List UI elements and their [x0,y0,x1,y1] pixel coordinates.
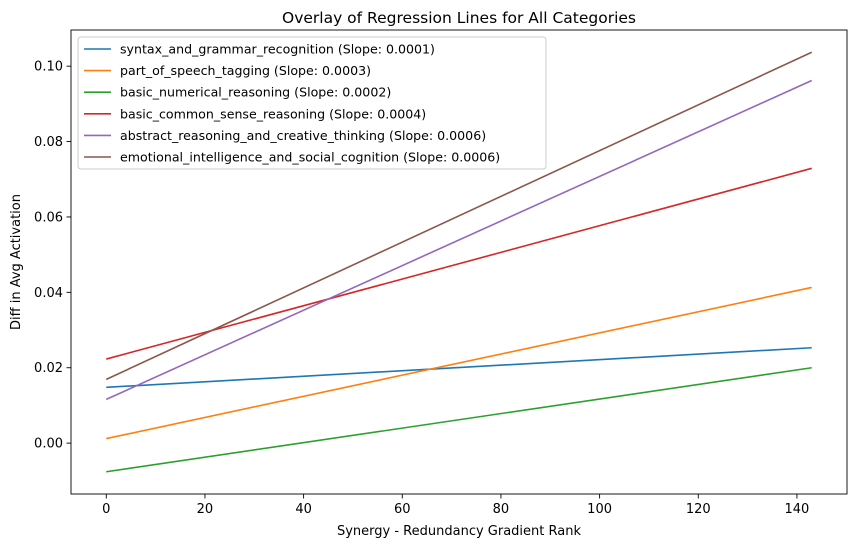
legend-label-6: emotional_intelligence_and_social_cognit… [120,150,500,165]
y-tick-label: 0.00 [34,437,63,452]
chart-title: Overlay of Regression Lines for All Cate… [282,9,636,27]
x-tick-label: 140 [785,502,810,517]
x-tick-label: 100 [587,502,612,517]
y-axis-ticks: 0.00 0.02 0.04 0.06 0.08 0.10 [34,60,71,452]
x-tick-label: 60 [394,502,411,517]
y-tick-label: 0.06 [34,210,63,225]
legend-label-1: syntax_and_grammar_recognition (Slope: 0… [120,42,435,57]
y-tick-label: 0.04 [34,286,63,301]
series-line-4 [106,167,812,360]
legend-label-2: part_of_speech_tagging (Slope: 0.0003) [120,63,371,78]
legend-label-3: basic_numerical_reasoning (Slope: 0.0002… [120,85,391,100]
x-axis-ticks: 0 20 40 60 80 100 120 140 [102,494,809,517]
x-tick-label: 40 [295,502,312,517]
legend-label-5: abstract_reasoning_and_creative_thinking… [120,128,486,143]
legend: syntax_and_grammar_recognition (Slope: 0… [77,36,547,170]
plot-frame [70,29,848,495]
series-line-2 [106,286,812,440]
series-line-6 [105,51,813,381]
y-tick-label: 0.08 [34,135,63,150]
y-tick-label: 0.10 [34,60,63,75]
legend-label-4: basic_common_sense_reasoning (Slope: 0.0… [120,106,426,121]
x-tick-label: 0 [102,502,110,517]
x-tick-label: 120 [686,502,711,517]
series-line-1 [106,346,812,389]
x-tick-label: 20 [197,502,214,517]
legend-items: syntax_and_grammar_recognition (Slope: 0… [84,42,500,165]
series-line-5 [105,79,813,401]
series-line-3 [106,366,812,473]
legend-box [77,36,547,170]
y-tick-label: 0.02 [34,361,63,376]
y-axis-label: Diff in Avg Activation [9,194,24,330]
x-tick-label: 80 [493,502,510,517]
series-layer [105,51,813,473]
x-axis-label: Synergy - Redundancy Gradient Rank [337,524,581,539]
